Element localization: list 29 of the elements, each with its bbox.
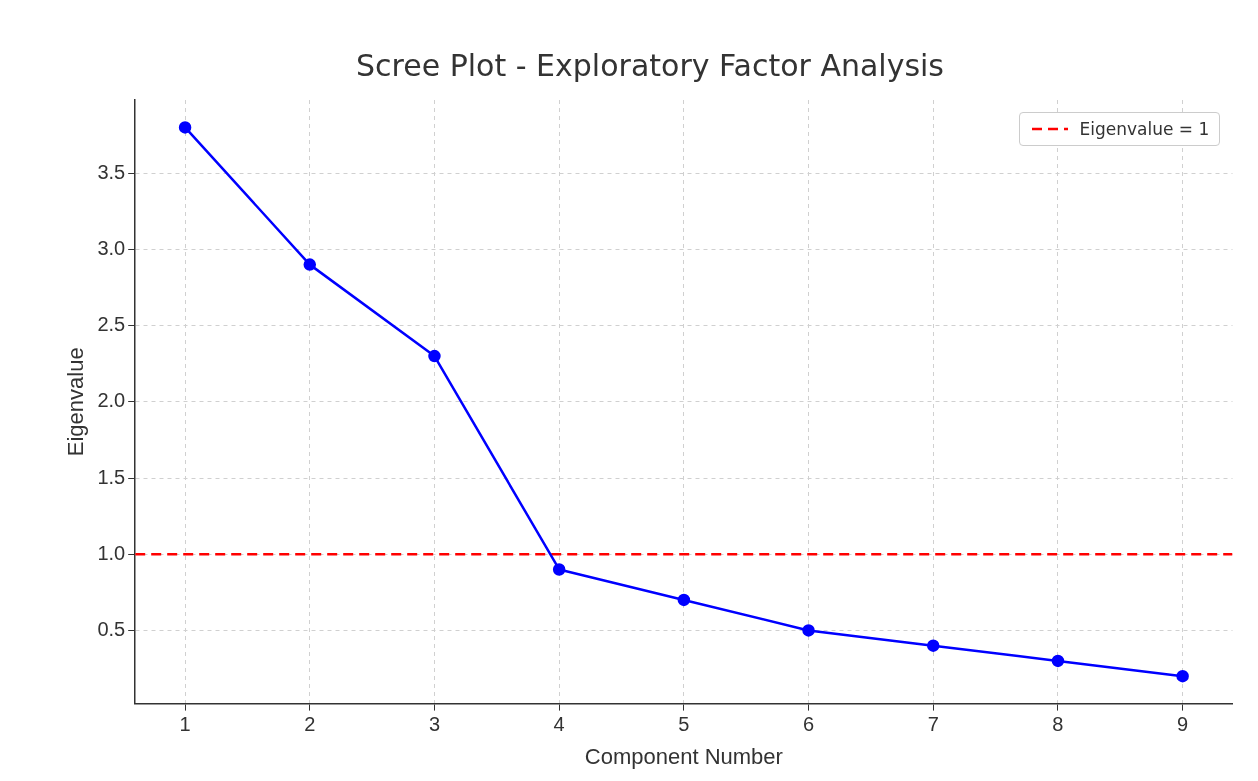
y-tick-label: 2.5 — [97, 313, 126, 336]
point — [802, 624, 815, 637]
x-tick-label: 6 — [802, 713, 815, 736]
y-tick-label: 2.0 — [97, 389, 126, 412]
point — [303, 258, 317, 271]
y-tick-label: 0.5 — [97, 617, 126, 640]
x-tick-label: 2 — [304, 713, 316, 736]
legend-label: Eigenvalue = 1 — [1079, 119, 1210, 139]
y-tick-label: 3.5 — [97, 160, 126, 183]
point — [552, 563, 566, 576]
point — [428, 349, 441, 363]
x-tick-label: 7 — [927, 713, 939, 736]
x-tick-label: 5 — [678, 713, 690, 736]
y-axis-title: Eigenvalue — [63, 347, 89, 457]
y-tick-label: 3.0 — [97, 236, 126, 259]
x-axis-title: Component Number — [584, 743, 783, 769]
point — [1176, 669, 1189, 683]
chart-title: Scree Plot - Exploratory Factor Analysis — [356, 47, 944, 83]
point — [926, 639, 940, 652]
x-tick-label: 1 — [179, 713, 191, 736]
point — [178, 121, 192, 134]
x-tick-label: 4 — [553, 713, 565, 736]
y-tick-label: 1.0 — [97, 541, 126, 564]
point — [1051, 654, 1065, 668]
point — [677, 593, 691, 607]
x-tick-label: 3 — [428, 713, 441, 736]
x-tick-label: 9 — [1177, 713, 1189, 736]
y-tick-label: 1.5 — [97, 465, 126, 488]
x-tick-label: 8 — [1052, 713, 1064, 736]
